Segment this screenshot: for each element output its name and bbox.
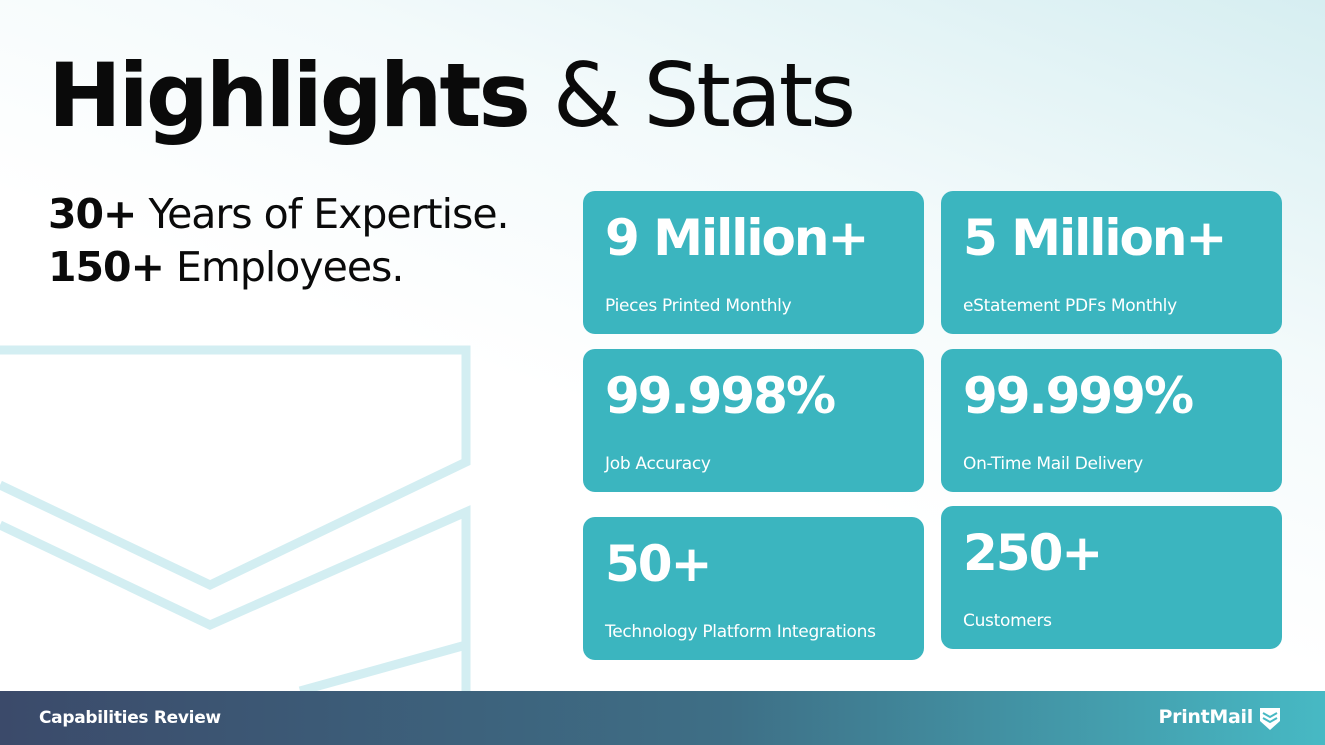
decoration: [0, 345, 471, 691]
title-rest: & Stats: [552, 44, 856, 147]
title: Highlights & Stats: [48, 44, 856, 147]
stat-value: 5 Million+: [963, 209, 1227, 267]
stat-label: Job Accuracy: [605, 454, 711, 474]
stat-value: 99.999%: [963, 367, 1194, 425]
stat-card: 50+ Technology Platform Integrations: [583, 517, 924, 660]
stat-value: 50+: [605, 535, 712, 593]
intro-text: Employees.: [175, 243, 404, 291]
stat-label: Technology Platform Integrations: [605, 622, 876, 642]
intro-line: 150+ Employees.: [48, 243, 404, 291]
stat-card: 250+ Customers: [941, 506, 1282, 649]
intro-number: 30+: [48, 190, 137, 238]
stat-card: 5 Million+ eStatement PDFs Monthly: [941, 191, 1282, 334]
stat-value: 9 Million+: [605, 209, 869, 267]
intro-text: Years of Expertise.: [148, 190, 509, 238]
stat-label: On-Time Mail Delivery: [963, 454, 1143, 474]
stat-card: 99.998% Job Accuracy: [583, 349, 924, 492]
stat-value: 99.998%: [605, 367, 836, 425]
stat-card: 99.999% On-Time Mail Delivery: [941, 349, 1282, 492]
stat-card: 9 Million+ Pieces Printed Monthly: [583, 191, 924, 334]
footer-label: Capabilities Review: [39, 708, 221, 728]
stat-label: Pieces Printed Monthly: [605, 296, 792, 316]
footer: Capabilities Review PrintMail: [0, 691, 1325, 745]
stat-label: eStatement PDFs Monthly: [963, 296, 1177, 316]
intro-number: 150+: [48, 243, 165, 291]
intro-line: 30+ Years of Expertise.: [48, 190, 510, 238]
stat-value: 250+: [963, 524, 1103, 582]
brand-logo: [1260, 708, 1280, 730]
brand: PrintMail: [1158, 706, 1254, 728]
title-bold: Highlights: [48, 44, 531, 147]
stat-label: Customers: [963, 611, 1052, 631]
